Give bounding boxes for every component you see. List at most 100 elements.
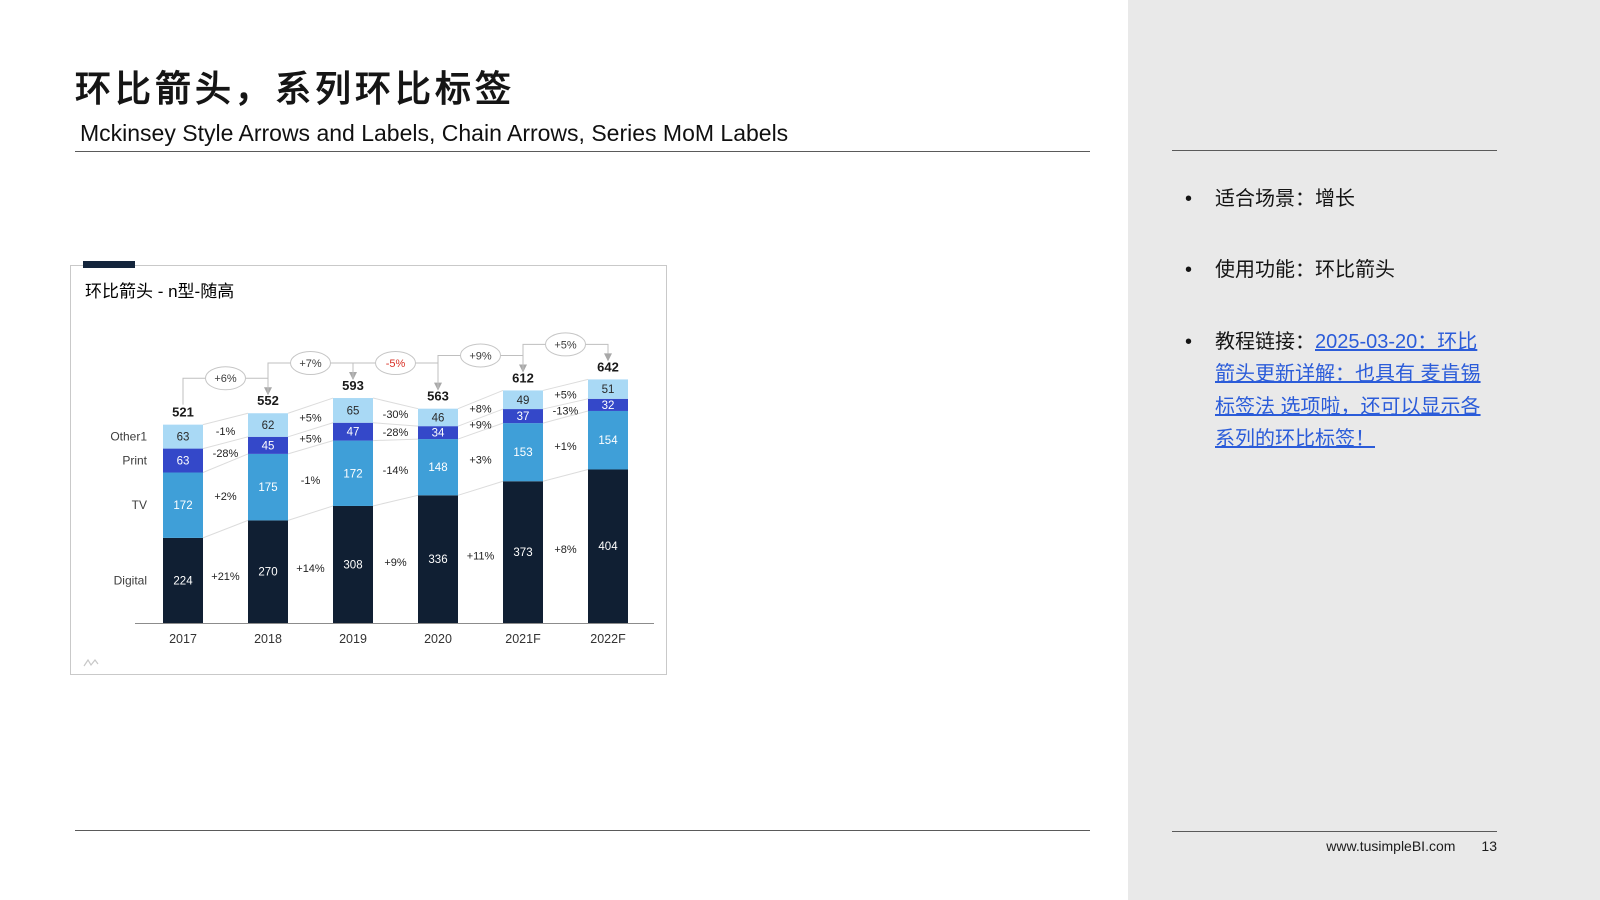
mom-label: -30% [383,409,409,421]
mom-label: +5% [554,389,577,401]
notes-divider-top [1172,150,1497,151]
chain-bubble [545,332,586,357]
segment-value-label: 46 [432,412,445,424]
series-connector-line [287,397,334,414]
note-feature-text: 使用功能：环比箭头 [1215,259,1395,282]
header-divider [75,151,1090,152]
mom-label: -28% [383,427,409,439]
series-name-label: Digital [114,573,147,587]
bar-segment [588,469,628,623]
segment-value-label: 65 [347,405,360,417]
chain-bubble-label: +5% [554,339,577,351]
footer-page-number: 13 [1481,838,1497,854]
series-name-label: Print [122,454,147,468]
chain-bubble [205,366,246,391]
bar-segment [418,426,458,440]
total-label: 593 [342,378,364,393]
series-connector-line [372,422,419,427]
bar-segment [418,495,458,623]
series-connector-line [372,397,419,410]
segment-value-label: 172 [173,500,192,512]
mom-label: +1% [554,441,577,453]
bar-segment [588,379,628,399]
total-label: 521 [172,405,194,420]
mom-label: -28% [213,448,239,460]
series-connector-line [287,422,334,438]
mom-label: +2% [214,491,237,503]
bar-segment [333,422,373,441]
series-connector-line [457,480,504,496]
series-connector-line [542,468,589,482]
mom-label: +9% [384,557,407,569]
chain-bubble-label: +6% [214,373,237,385]
chart-svg: 224 172 63 63 521 2017 270 175 45 62 552 2018 308 172… [110,332,654,646]
footer-site: www.tusimpleBI.com [1326,838,1456,854]
segment-value-label: 175 [258,482,277,494]
segment-value-label: 172 [343,468,362,480]
bar-segment [333,440,373,506]
mom-label: +11% [467,551,495,563]
total-label: 612 [512,370,534,385]
segment-value-label: 37 [517,411,530,423]
series-connector-line [542,410,589,424]
notes-list: • 适合场景：增长 • 使用功能：环比箭头 • 教程链接：2025-03-20：… [1185,183,1487,494]
chart-panel: 环比箭头 - n型-随高 224 172 63 63 521 2017 270 175 45 62… [70,261,667,675]
bar-segment [588,398,628,411]
series-name-label: Other1 [110,430,147,444]
segment-value-label: 153 [513,447,532,459]
series-connector-line [202,519,249,539]
notes-divider-bottom [1172,831,1497,832]
total-label: 642 [597,359,619,374]
panel-watermark-icon [83,658,99,667]
note-scenario: • 适合场景：增长 [1185,183,1487,215]
chain-bubble [460,343,501,368]
x-tick-label: 2021F [505,632,541,646]
segment-value-label: 63 [177,456,190,468]
chain-bubble [375,351,416,376]
bar-segment [418,408,458,427]
bar-segment [503,481,543,623]
series-name-label: TV [132,498,147,512]
bullet-icon: • [1185,188,1193,210]
bar-segment [248,520,288,623]
series-connector-line [542,378,589,391]
bar-segment [503,409,543,424]
x-tick-label: 2018 [254,632,282,646]
segment-value-label: 270 [258,567,277,579]
page-subtitle: Mckinsey Style Arrows and Labels, Chain … [80,120,789,146]
mom-label: +14% [296,563,325,575]
series-connector-line [457,389,504,410]
footer: www.tusimpleBI.com 13 [1172,838,1497,854]
segment-value-label: 47 [347,427,360,439]
mom-label: -14% [383,465,409,477]
bar-segment [333,505,373,623]
segment-value-label: 148 [428,462,447,474]
mom-label: +3% [469,455,492,467]
chain-bubble-label: +7% [299,358,322,370]
footer-divider-main [75,830,1090,831]
mom-label: -13% [553,405,579,417]
bar-segment [503,390,543,410]
series-connector-line [457,422,504,440]
bar-segment [588,410,628,470]
segment-value-label: 51 [602,384,615,396]
segment-value-label: 63 [177,432,190,444]
segment-value-label: 308 [343,559,362,571]
total-label: 563 [427,389,449,404]
x-tick-label: 2019 [339,632,367,646]
tutorial-link[interactable]: 2025-03-20：环比箭头更新详解：也具有 麦肯锡标签法 选项啦，还可以显示… [1215,330,1481,450]
bar-segment [248,436,288,454]
segment-value-label: 32 [602,400,615,412]
segment-value-label: 49 [517,395,530,407]
segment-value-label: 404 [598,541,618,553]
bar-segment [248,453,288,521]
chain-arrow-head-icon [604,353,612,362]
bar-segment [163,472,203,538]
bar-segment [163,537,203,623]
x-tick-label: 2017 [169,632,197,646]
x-tick-label: 2022F [590,632,626,646]
series-connector-line [372,438,419,442]
bullet-icon: • [1185,330,1193,353]
segment-value-label: 336 [428,554,447,566]
